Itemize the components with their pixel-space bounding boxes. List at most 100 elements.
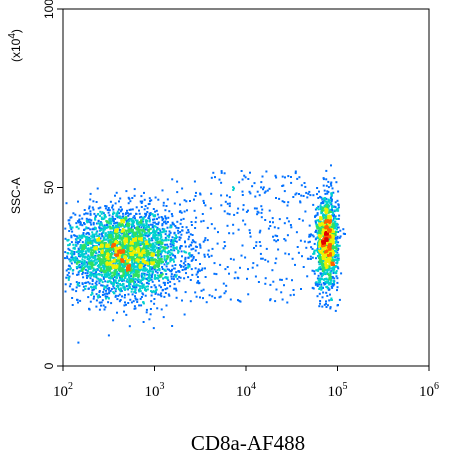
event-point	[112, 266, 115, 269]
event-point	[134, 295, 136, 298]
event-point	[181, 255, 183, 258]
event-point	[123, 270, 126, 273]
event-point	[336, 222, 338, 225]
event-point	[328, 278, 331, 281]
event-point	[325, 286, 328, 288]
event-point	[84, 247, 87, 250]
event-point	[315, 237, 318, 240]
event-point	[126, 223, 129, 226]
event-point	[163, 255, 166, 258]
event-point	[290, 181, 293, 184]
event-point	[143, 277, 146, 280]
event-point	[82, 262, 85, 265]
event-point	[140, 233, 143, 236]
event-point	[114, 194, 116, 197]
event-point	[91, 289, 94, 292]
event-point	[325, 241, 327, 244]
event-point	[232, 258, 235, 261]
event-point	[259, 229, 262, 232]
event-point	[133, 290, 136, 293]
event-point	[194, 221, 197, 224]
event-point	[93, 212, 96, 215]
event-point	[329, 249, 332, 252]
event-point	[114, 228, 117, 231]
event-point	[74, 243, 77, 246]
event-point	[102, 276, 105, 279]
event-point	[318, 230, 321, 233]
event-point	[188, 252, 191, 255]
event-point	[133, 188, 136, 191]
event-point	[106, 250, 109, 253]
event-point	[151, 239, 154, 242]
event-point	[273, 239, 276, 242]
event-point	[319, 233, 322, 236]
event-point	[96, 213, 99, 216]
event-point	[78, 281, 81, 284]
event-point	[332, 245, 335, 248]
event-point	[166, 255, 169, 258]
event-point	[335, 228, 338, 231]
event-point	[96, 187, 99, 190]
event-point	[78, 266, 81, 269]
event-point	[194, 259, 197, 261]
event-point	[166, 287, 169, 290]
event-point	[274, 300, 277, 303]
event-point	[139, 216, 141, 219]
event-point	[319, 204, 322, 207]
event-point	[149, 223, 152, 226]
event-point	[97, 296, 100, 299]
event-point	[128, 208, 131, 211]
event-point	[132, 221, 135, 223]
event-point	[107, 334, 110, 337]
event-point	[294, 193, 297, 196]
event-point	[166, 278, 169, 280]
event-point	[335, 224, 338, 227]
event-point	[154, 239, 157, 241]
event-point	[98, 291, 101, 294]
event-point	[322, 228, 325, 231]
event-point	[135, 220, 138, 223]
event-point	[162, 204, 165, 207]
event-point	[134, 297, 137, 300]
event-point	[105, 273, 108, 276]
event-point	[135, 265, 138, 268]
event-point	[316, 187, 319, 189]
event-point	[169, 269, 172, 272]
event-point	[173, 247, 176, 249]
event-point	[334, 265, 337, 267]
event-point	[152, 252, 155, 255]
event-point	[171, 215, 174, 218]
event-point	[169, 258, 172, 261]
event-point	[81, 268, 84, 271]
event-point	[326, 265, 329, 268]
event-point	[165, 260, 167, 263]
event-point	[135, 268, 138, 271]
event-point	[143, 208, 146, 211]
event-point	[161, 238, 164, 241]
event-point	[105, 275, 108, 278]
event-point	[83, 247, 86, 250]
event-point	[110, 277, 113, 280]
event-point	[139, 247, 142, 250]
event-point	[86, 263, 89, 266]
event-point	[114, 221, 117, 224]
event-point	[131, 270, 134, 273]
event-point	[323, 226, 325, 229]
event-point	[228, 196, 231, 199]
event-point	[319, 302, 321, 305]
event-point	[191, 239, 194, 242]
event-point	[319, 258, 322, 261]
event-point	[203, 239, 206, 242]
event-point	[103, 226, 106, 229]
event-point	[81, 251, 83, 254]
event-point	[339, 235, 342, 238]
event-point	[142, 241, 145, 244]
event-point	[141, 216, 144, 219]
event-point	[202, 288, 205, 291]
event-point	[125, 219, 128, 222]
event-point	[334, 250, 337, 253]
event-point	[167, 262, 170, 265]
event-point	[73, 246, 76, 249]
event-point	[122, 270, 125, 273]
event-point	[136, 301, 139, 303]
